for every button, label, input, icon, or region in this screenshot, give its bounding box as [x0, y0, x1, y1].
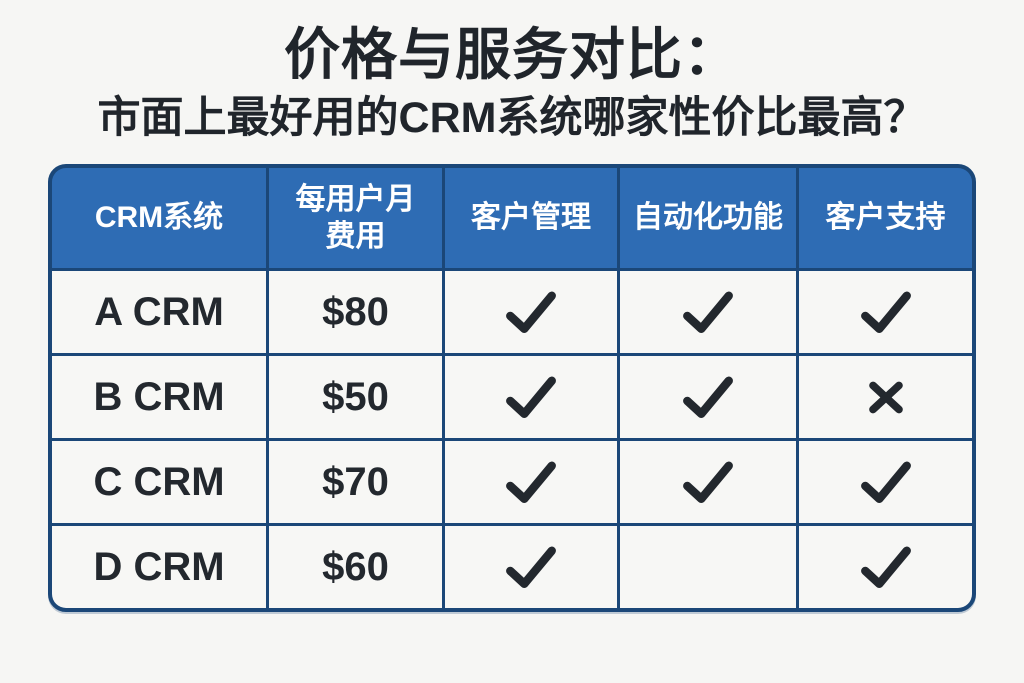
customer-support-cell [799, 526, 972, 609]
automation-cell [620, 356, 796, 439]
check-icon [860, 461, 911, 504]
customer-management-cell [445, 526, 617, 609]
customer-management-cell [445, 441, 617, 524]
column-header-automation: 自动化功能 [620, 168, 796, 269]
crm-name-cell: B CRM [52, 356, 266, 439]
check-icon [683, 461, 733, 504]
check-icon [506, 376, 556, 419]
column-header-customer-support: 客户支持 [799, 168, 972, 269]
check-icon [860, 291, 911, 334]
column-header-customer-management: 客户管理 [445, 168, 617, 269]
cross-icon [868, 381, 903, 414]
customer-support-cell [799, 271, 972, 354]
crm-name-cell: D CRM [52, 526, 266, 609]
customer-management-cell [445, 271, 617, 354]
check-icon [683, 291, 733, 334]
price-cell: $80 [269, 271, 442, 354]
column-header-price-per-user-month: 每用户月费用 [269, 168, 442, 269]
price-cell: $50 [269, 356, 442, 439]
check-icon [506, 546, 556, 589]
page-subtitle: 市面上最好用的CRM系统哪家性价比最高？ [97, 93, 927, 142]
automation-cell [620, 441, 796, 524]
check-icon [506, 461, 556, 504]
check-icon [506, 291, 556, 334]
comparison-table-grid: CRM系统 每用户月费用 客户管理 自动化功能 客户支持 A CRM $80 B… [52, 168, 972, 609]
comparison-table: CRM系统 每用户月费用 客户管理 自动化功能 客户支持 A CRM $80 B… [48, 164, 976, 613]
customer-support-cell [799, 441, 972, 524]
price-cell: $70 [269, 441, 442, 524]
customer-management-cell [445, 356, 617, 439]
automation-cell [620, 271, 796, 354]
column-header-crm-system: CRM系统 [52, 168, 266, 269]
automation-cell [620, 526, 796, 609]
check-icon [683, 376, 733, 419]
crm-name-cell: A CRM [52, 271, 266, 354]
check-icon [860, 546, 911, 589]
price-cell: $60 [269, 526, 442, 609]
page-title: 价格与服务对比： [284, 23, 740, 86]
customer-support-cell [799, 356, 972, 439]
crm-name-cell: C CRM [52, 441, 266, 524]
